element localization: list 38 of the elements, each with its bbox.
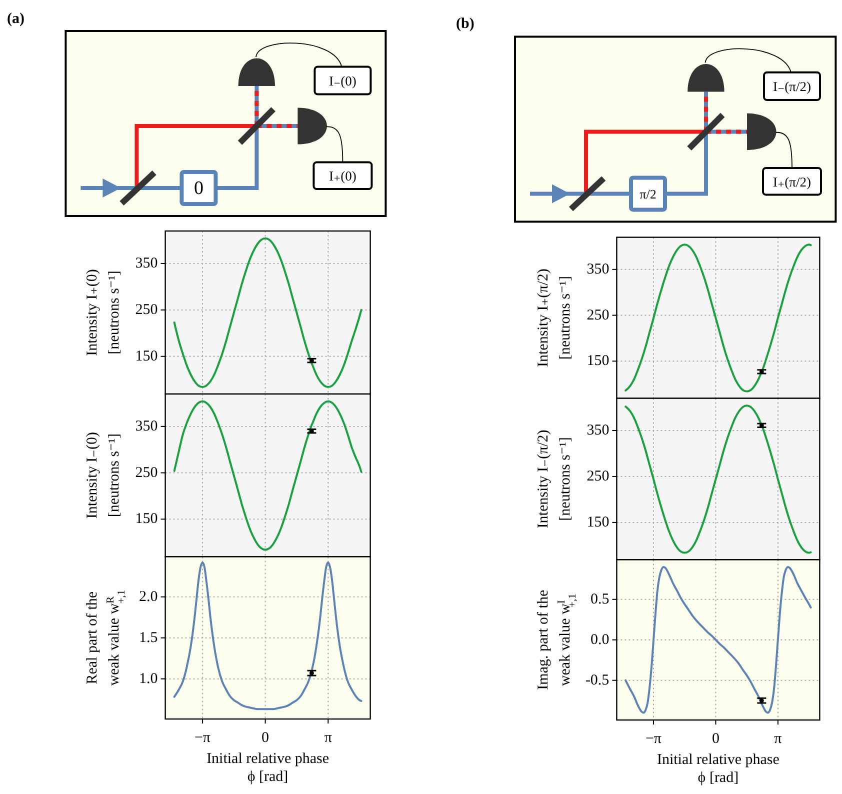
text: (b) [456, 16, 474, 32]
x-tick-label: π [774, 731, 782, 747]
text: 0 [194, 178, 204, 198]
text: (a) [7, 11, 24, 27]
y-tick-label: 150 [586, 353, 610, 370]
y-tick-label: 150 [135, 511, 158, 528]
text: π/2 [640, 186, 656, 202]
y-tick-label: 0.0 [590, 632, 610, 648]
x-tick-label: 0 [262, 730, 270, 746]
x-axis-title: Initial relative phase ϕ [rad] [656, 752, 780, 786]
x-tick-label: π [324, 730, 332, 746]
x-tick-label: −π [645, 731, 662, 747]
y-axis-title: Intensity I₋(0) [neutrons s⁻¹] [84, 432, 122, 519]
y-tick-label: 0.5 [590, 591, 610, 608]
y-tick-label: 350 [586, 261, 610, 278]
y-tick-label: 250 [586, 307, 610, 324]
x-tick-label: 0 [712, 731, 720, 747]
y-tick-label: 350 [586, 422, 610, 438]
y-tick-label: 350 [135, 418, 158, 434]
y-axis-title: Intensity I₋(π/2) [neutrons s⁻¹] [536, 430, 574, 528]
y-tick-label: 250 [135, 464, 158, 481]
y-tick-label: 1.5 [139, 630, 158, 646]
text: I₋(0) [329, 73, 356, 88]
y-tick-label: 1.0 [139, 670, 158, 687]
text: I₊(π/2) [773, 174, 811, 189]
text: I₋(π/2) [773, 78, 811, 94]
x-tick-label: −π [194, 730, 211, 746]
y-tick-label: 150 [586, 514, 610, 530]
x-axis-title: Initial relative phase ϕ [rad] [206, 751, 330, 785]
y-tick-label: 250 [135, 302, 158, 318]
y-axis-title: Intensity I₊(0) [neutrons s⁻¹] [84, 269, 122, 356]
y-tick-label: 350 [135, 256, 158, 272]
y-tick-label: 2.0 [139, 588, 158, 605]
y-axis-title: Intensity I₊(π/2) [neutrons s⁻¹] [536, 268, 574, 367]
text: I₊(0) [329, 168, 356, 184]
y-tick-label: 250 [586, 468, 610, 484]
y-tick-label: -0.5 [585, 672, 610, 688]
y-tick-label: 150 [135, 348, 158, 364]
